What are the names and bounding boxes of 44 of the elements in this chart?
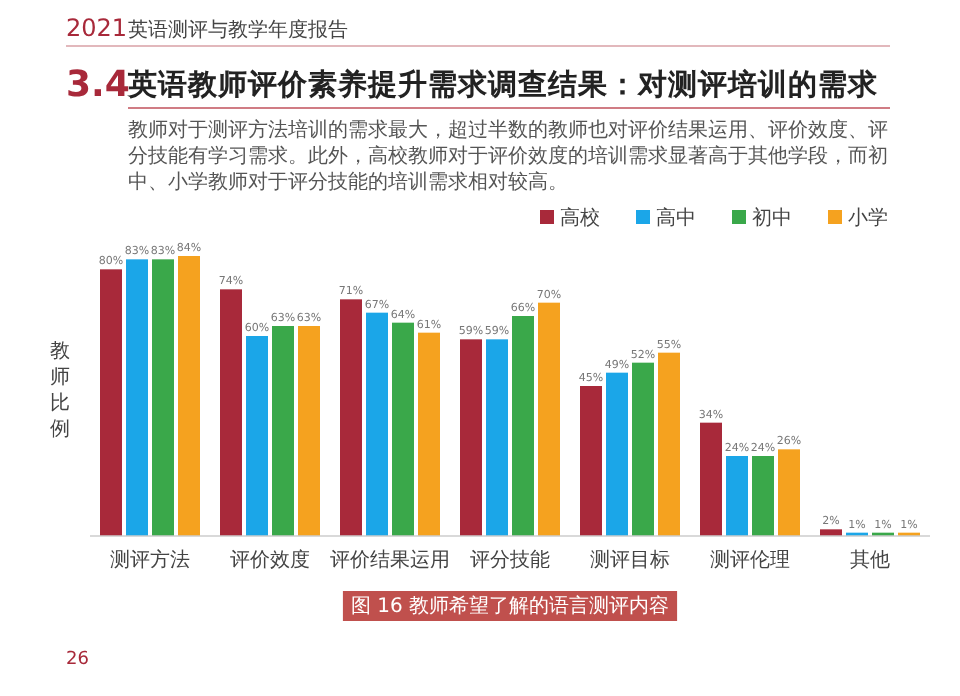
bar [246, 336, 268, 536]
bar [820, 529, 842, 536]
bar [392, 322, 414, 536]
bar [580, 386, 602, 536]
bar [658, 352, 680, 536]
bar [632, 362, 654, 536]
x-tick-label: 评分技能 [470, 548, 550, 572]
x-tick-label: 其他 [850, 548, 890, 572]
bar [606, 372, 628, 536]
bar [460, 339, 482, 536]
text: 英语测评与教学年度报告 [128, 18, 348, 42]
legend-label: 初中 [752, 206, 792, 230]
bar [100, 269, 122, 536]
bar [778, 449, 800, 536]
x-tick-label: 评价效度 [230, 548, 310, 572]
y-axis-title: 教师比例 [50, 341, 70, 441]
bar [700, 422, 722, 536]
text: 26 [66, 650, 90, 670]
bar [126, 259, 148, 536]
bar [752, 456, 774, 536]
bar [538, 302, 560, 536]
x-tick-label: 评价结果运用 [330, 548, 450, 572]
bar [178, 256, 200, 536]
legend-label: 小学 [848, 206, 888, 230]
legend-label: 高校 [560, 206, 600, 230]
bar [272, 326, 294, 536]
x-tick-label: 测评方法 [110, 548, 190, 572]
text: 3.4 [66, 64, 130, 106]
bar [220, 289, 242, 536]
bar [340, 299, 362, 536]
bar [152, 259, 174, 536]
bar [366, 312, 388, 536]
bar [298, 326, 320, 536]
x-tick-label: 测评伦理 [710, 548, 790, 572]
legend-label: 高中 [656, 206, 696, 230]
chart-title: 英语教师评价素养提升需求调查结果：对测评培训的需求 [126, 66, 880, 102]
bar [726, 456, 748, 536]
caption: 图 16 教师希望了解的语言测评内容 [350, 594, 670, 618]
x-tick-label: 测评目标 [590, 548, 670, 572]
bar [512, 316, 534, 536]
text: 2021 [66, 14, 128, 42]
bar [418, 332, 440, 536]
bar [486, 339, 508, 536]
text: 教师对于测评方法培训的需求最大，超过半数的教师也对评价结果运用、评价效度、评分技能有学习需求。此外，高校教师对于评价效度的培训需求显著高于其他学段，而初中、小学教师对于评分技能的培训需求相对较高。 [128, 118, 888, 194]
